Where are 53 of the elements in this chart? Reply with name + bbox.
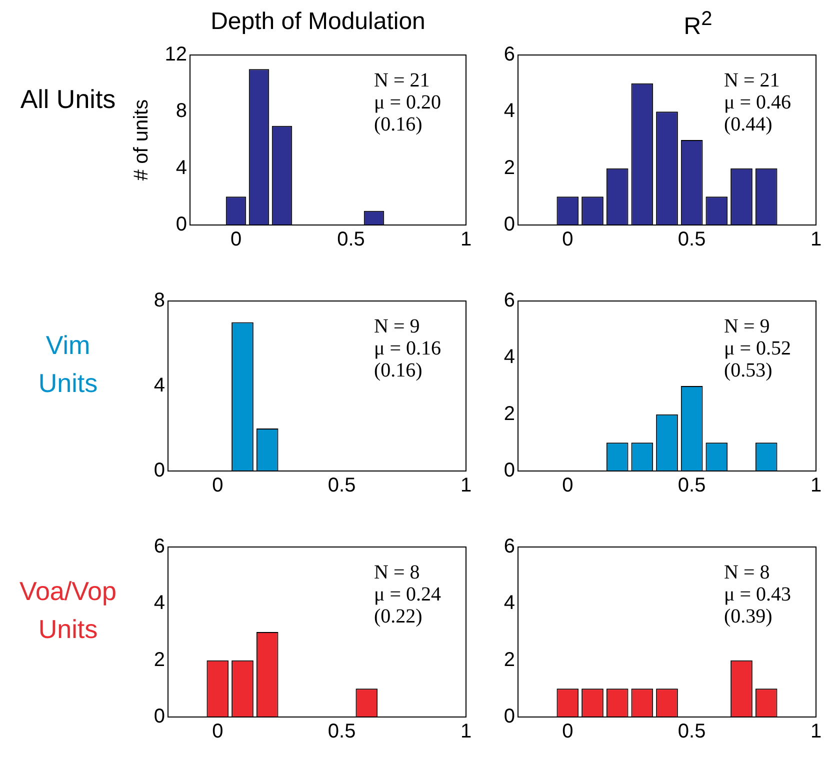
text: Voa/Vop Units bbox=[18, 575, 118, 646]
text: Vim Units bbox=[37, 329, 99, 400]
x-tick-label: 0.5 bbox=[678, 474, 706, 497]
x-tick-label: 1 bbox=[810, 474, 822, 497]
x-tick-label: 0 bbox=[212, 474, 224, 497]
x-tick-label: 0 bbox=[562, 474, 574, 497]
y-tick-label: 2 bbox=[504, 648, 515, 671]
x-tick-label: 0.5 bbox=[678, 720, 706, 743]
annotation: N = 9 μ = 0.52 (0.53) bbox=[724, 315, 792, 382]
y-tick-label: 4 bbox=[504, 592, 515, 614]
x-tick-label: 0 bbox=[212, 720, 224, 743]
x-tick-label: 1 bbox=[810, 720, 822, 743]
x-tick-label: 0.5 bbox=[337, 228, 365, 251]
y-tick-label: 6 bbox=[504, 536, 515, 558]
y-tick-label: 4 bbox=[154, 592, 165, 614]
y-tick-label: 2 bbox=[504, 156, 515, 179]
x-tick-label: 0.5 bbox=[328, 720, 356, 743]
y-tick-label: 0 bbox=[504, 460, 515, 482]
x-tick-label: 1 bbox=[460, 474, 472, 497]
y-tick-label: 6 bbox=[504, 290, 515, 312]
y-tick-label: 0 bbox=[504, 706, 515, 728]
y-tick-label: 0 bbox=[154, 460, 165, 482]
y-tick-label: 0 bbox=[154, 706, 165, 728]
y-tick-label: 8 bbox=[154, 290, 165, 312]
y-tick-label: 4 bbox=[504, 346, 515, 368]
y-tick-label: 6 bbox=[504, 44, 515, 66]
x-tick-label: 1 bbox=[460, 228, 472, 251]
x-tick-label: 1 bbox=[460, 720, 472, 743]
y-tick-label: 6 bbox=[154, 536, 165, 558]
annotation: N = 21 μ = 0.20 (0.16) bbox=[374, 69, 442, 136]
x-tick-label: 0.5 bbox=[678, 228, 706, 251]
y-axis-title: # of units bbox=[130, 99, 153, 181]
y-tick-label: 4 bbox=[154, 374, 165, 397]
annotation: N = 9 μ = 0.16 (0.16) bbox=[374, 315, 442, 382]
text: All Units bbox=[19, 83, 117, 116]
annotation: N = 8 μ = 0.24 (0.22) bbox=[374, 561, 442, 628]
y-tick-label: 0 bbox=[176, 214, 187, 236]
y-tick-label: 12 bbox=[164, 44, 187, 66]
chart-title: Depth of Modulation bbox=[210, 8, 426, 36]
y-tick-label: 8 bbox=[176, 100, 187, 122]
x-tick-label: 0 bbox=[562, 720, 574, 743]
y-tick-label: 2 bbox=[504, 402, 515, 425]
chart-title: R$^{2}$ bbox=[682, 8, 714, 41]
annotation: N = 21 μ = 0.46 (0.44) bbox=[724, 69, 792, 136]
x-tick-label: 1 bbox=[810, 228, 822, 251]
y-tick-label: 0 bbox=[504, 214, 515, 236]
annotation: N = 8 μ = 0.43 (0.39) bbox=[724, 561, 792, 628]
y-tick-label: 4 bbox=[176, 156, 187, 179]
y-tick-label: 4 bbox=[504, 100, 515, 122]
y-tick-label: 2 bbox=[154, 648, 165, 671]
x-tick-label: 0.5 bbox=[328, 474, 356, 497]
x-tick-label: 0 bbox=[562, 228, 574, 251]
x-tick-label: 0 bbox=[230, 228, 242, 251]
